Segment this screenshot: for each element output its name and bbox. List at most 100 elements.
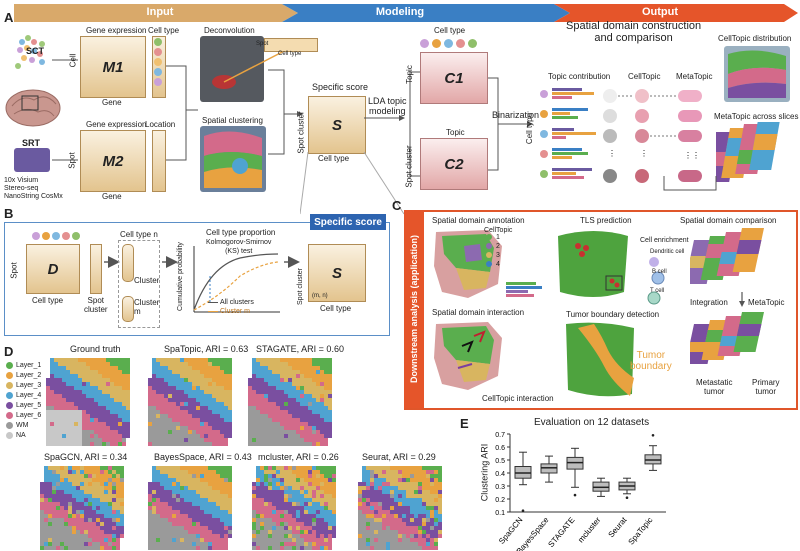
y-tick-label: 0.4 — [495, 471, 505, 478]
box-mcluster — [592, 477, 610, 497]
b-celltype-dots — [32, 232, 92, 244]
legend-label-2: Layer_3 — [16, 382, 42, 389]
celltopic-legend-3: 3 — [496, 252, 500, 259]
topic-contribution-label: Topic contribution — [548, 72, 611, 81]
y-tick-label: 0.3 — [495, 484, 505, 491]
map-ground-truth — [46, 358, 130, 446]
metastatic-tumor-label: Metastatic tumor — [696, 378, 733, 396]
spatial-clustering-label: Spatial clustering — [202, 116, 263, 125]
title-ground-truth: Ground truth — [70, 344, 121, 354]
cell-enrichment-label: Cell enrichment — [640, 237, 689, 244]
panel-e-letter: E — [460, 416, 469, 431]
y-tick-label: 0.7 — [495, 432, 505, 439]
annotation-label: Spatial domain annotation — [432, 216, 525, 225]
svg-text:⋮⋮: ⋮⋮ — [684, 151, 700, 160]
zoom-lines — [300, 152, 405, 215]
sct-cluster-icon — [15, 35, 45, 69]
tls-map — [558, 231, 628, 297]
pipeline-header — [14, 4, 798, 22]
integration-arrow — [739, 292, 745, 307]
tumor-boundary-label: Tumor boundary — [630, 350, 672, 372]
outlier-point — [573, 493, 577, 497]
y-tick-label: 0.5 — [495, 458, 505, 465]
map-mcluster — [252, 466, 336, 550]
matrix-m2-label: M2 — [102, 152, 124, 170]
interaction-label: Spatial domain interaction — [432, 308, 525, 317]
y-tick-label: 0.2 — [495, 497, 505, 504]
legend-swatch-4 — [6, 402, 13, 409]
chart-title: Evaluation on 12 datasets — [534, 417, 650, 428]
immune-cells-icon — [647, 257, 665, 305]
metatopic-slices-stack — [716, 122, 780, 182]
comparison-stack-top — [690, 228, 764, 284]
panel-a-letter: A — [4, 10, 14, 25]
cluster-m-column — [122, 296, 134, 322]
b-cell-type-axis: Cell type — [32, 296, 64, 305]
box-seurat — [618, 477, 636, 499]
legend-label-5: Layer_6 — [16, 412, 42, 419]
outlier-point — [521, 509, 525, 512]
sct-label: SCT — [26, 46, 44, 56]
srt-tissue-image — [14, 148, 50, 172]
cell-type-column-label: Cell type — [148, 26, 180, 35]
b-spot-cluster-label: Spot cluster — [84, 296, 108, 314]
s-spot-cluster-axis: Spot cluster — [296, 111, 306, 154]
title-spagcn: SpaGCN, ARI = 0.34 — [44, 452, 128, 462]
map-bayesspace — [148, 466, 232, 550]
legend-swatch-5 — [6, 412, 13, 419]
legend-all-swatch — [208, 302, 218, 303]
m2-spot-axis: Spot — [67, 152, 77, 169]
map-spagcn — [40, 466, 124, 550]
map-stagate — [248, 358, 332, 446]
b-s-spot-cluster-axis: Spot cluster — [296, 268, 304, 305]
deconvolution-cell-type-small: Cell type — [278, 51, 302, 57]
celltopic-distribution-label: CellTopic distribution — [718, 34, 792, 43]
panel-b-box — [4, 222, 390, 336]
header-output: Output — [641, 6, 679, 18]
header-modeling: Modeling — [375, 6, 425, 18]
legend-label-1: Layer_2 — [16, 372, 42, 379]
header-input: Input — [146, 6, 174, 18]
deconvolution-connectors — [166, 65, 198, 161]
specific-score-tag: Specific score — [310, 214, 386, 230]
tumor-detection-label: Tumor boundary detection — [566, 310, 660, 319]
cell-type-n-label: Cell type n — [120, 230, 158, 239]
matrix-c1-label: C1 — [444, 69, 464, 87]
cell-type-n-box — [118, 240, 160, 328]
tumor-map — [566, 322, 634, 397]
legend-swatch-6 — [6, 422, 13, 429]
outlier-point — [651, 434, 655, 437]
ks-curve-plot — [193, 246, 280, 313]
ks-test-label: Kolmogorov-Smirnov (KS) test — [206, 239, 272, 255]
matrix-s-label: S — [331, 116, 342, 134]
cluster-column — [122, 244, 134, 282]
lda-label: LDA topic modeling — [368, 96, 407, 116]
matrix-m1-label: M1 — [102, 58, 124, 76]
deconvolution-spot-small: Spot — [256, 41, 269, 47]
b-s-cell-type-axis: Cell type — [320, 304, 352, 313]
t-cell-label: T cell — [650, 288, 665, 294]
topic-contribution-graphic: ⋮ ⋮ ⋮⋮ — [540, 88, 702, 183]
legend-cluster-m: Cluster m — [220, 308, 250, 315]
map-spatopic — [148, 358, 232, 446]
b-arrow-2 — [162, 256, 178, 268]
legend-label-0: Layer_1 — [16, 362, 42, 369]
legend-label-3: Layer_4 — [16, 392, 42, 399]
legend-label-4: Layer_5 — [16, 402, 42, 409]
matrix-c1: C1 — [420, 52, 488, 104]
x-tick-label: SpaTopic — [626, 516, 654, 547]
cell-type-side-axis: Cell type — [525, 112, 535, 145]
celltopic-legend-title: CellTopic — [484, 227, 513, 234]
deconvolution-label: Deconvolution — [204, 26, 255, 35]
celltopic-legend-4: 4 — [496, 261, 500, 268]
title-seurat: Seurat, ARI = 0.29 — [362, 452, 436, 462]
legend-swatch-1 — [6, 372, 13, 379]
b-arrow-1 — [104, 256, 120, 268]
lda-arrow — [364, 115, 405, 121]
b-spot-cluster-column — [90, 244, 102, 294]
c1-cell-type-label: Cell type — [434, 26, 466, 35]
annotation-bars — [506, 282, 542, 297]
svg-text:⋮: ⋮ — [640, 149, 648, 158]
b-cell-label: B cell — [652, 269, 667, 275]
s-mn-label: (m, n) — [312, 293, 328, 299]
